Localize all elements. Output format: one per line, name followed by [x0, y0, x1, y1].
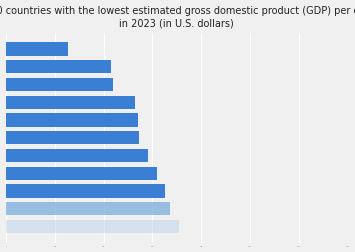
- Bar: [6, 184, 165, 198]
- Bar: [6, 43, 68, 56]
- Bar: [6, 61, 111, 74]
- Bar: [6, 220, 179, 233]
- Bar: [6, 167, 157, 180]
- Bar: [6, 149, 148, 163]
- Bar: [6, 202, 170, 215]
- Title: The 20 countries with the lowest estimated gross domestic product (GDP) per capi: The 20 countries with the lowest estimat…: [0, 6, 355, 29]
- Bar: [6, 114, 138, 127]
- Bar: [6, 78, 113, 92]
- Bar: [6, 132, 139, 145]
- Bar: [6, 96, 135, 109]
